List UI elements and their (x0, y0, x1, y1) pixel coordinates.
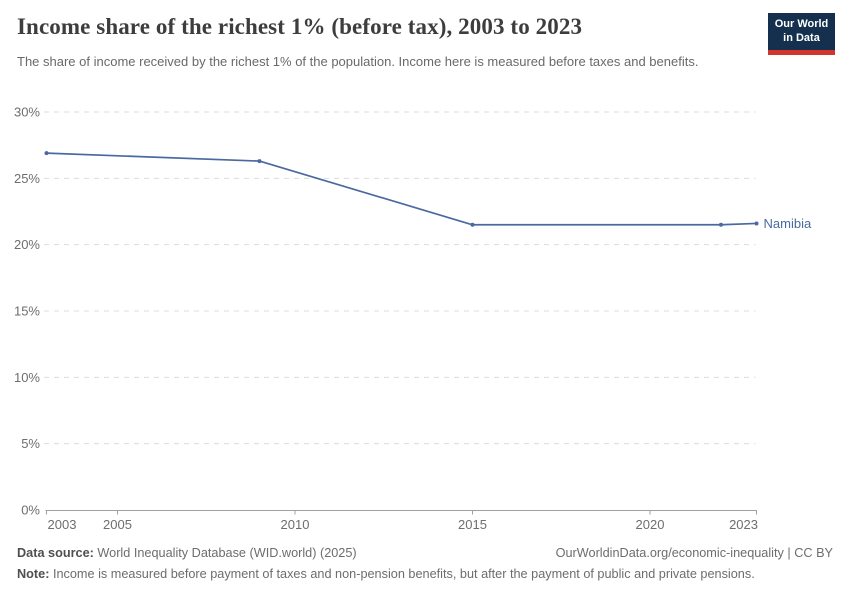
data-point-marker (719, 222, 723, 227)
y-tick-label: 0% (21, 503, 40, 518)
y-tick-label: 5% (21, 436, 40, 451)
credit-link[interactable]: OurWorldinData.org/economic-inequality |… (555, 546, 833, 560)
x-tick-label: 2010 (281, 517, 310, 532)
chart-title: Income share of the richest 1% (before t… (17, 14, 583, 39)
data-point-marker (754, 221, 759, 226)
note-line: Note: Income is measured before payment … (17, 567, 833, 581)
data-source-value: World Inequality Database (WID.world) (2… (97, 546, 357, 560)
x-tick-label: 2023 (729, 517, 758, 532)
owid-logo: Our World in Data (768, 13, 835, 55)
x-tick-label: 2020 (636, 517, 665, 532)
y-tick-label: 10% (14, 370, 40, 385)
data-point-marker (44, 151, 49, 156)
data-point-marker (257, 159, 262, 164)
y-tick-label: 30% (14, 105, 40, 120)
data-source-label: Data source: (17, 546, 94, 560)
note-label: Note: (17, 567, 50, 581)
owid-logo-line1: Our World (774, 18, 829, 30)
note-value: Income is measured before payment of tax… (52, 567, 755, 581)
chart-subtitle: The share of income received by the rich… (17, 54, 699, 69)
owid-logo-line2: in Data (783, 31, 820, 44)
y-tick-label: 25% (14, 171, 40, 186)
series-line[interactable] (45, 152, 758, 226)
data-point-marker (470, 222, 475, 227)
data-source-line: Data source: World Inequality Database (… (17, 546, 357, 560)
x-tick-label: 2005 (103, 517, 132, 532)
footer: Data source: World Inequality Database (… (17, 546, 833, 581)
entity-label: Namibia (764, 216, 812, 231)
x-tick-label: 2003 (48, 517, 77, 532)
y-tick-label: 20% (14, 237, 40, 252)
y-tick-label: 15% (14, 304, 40, 319)
x-tick-label: 2015 (458, 517, 487, 532)
